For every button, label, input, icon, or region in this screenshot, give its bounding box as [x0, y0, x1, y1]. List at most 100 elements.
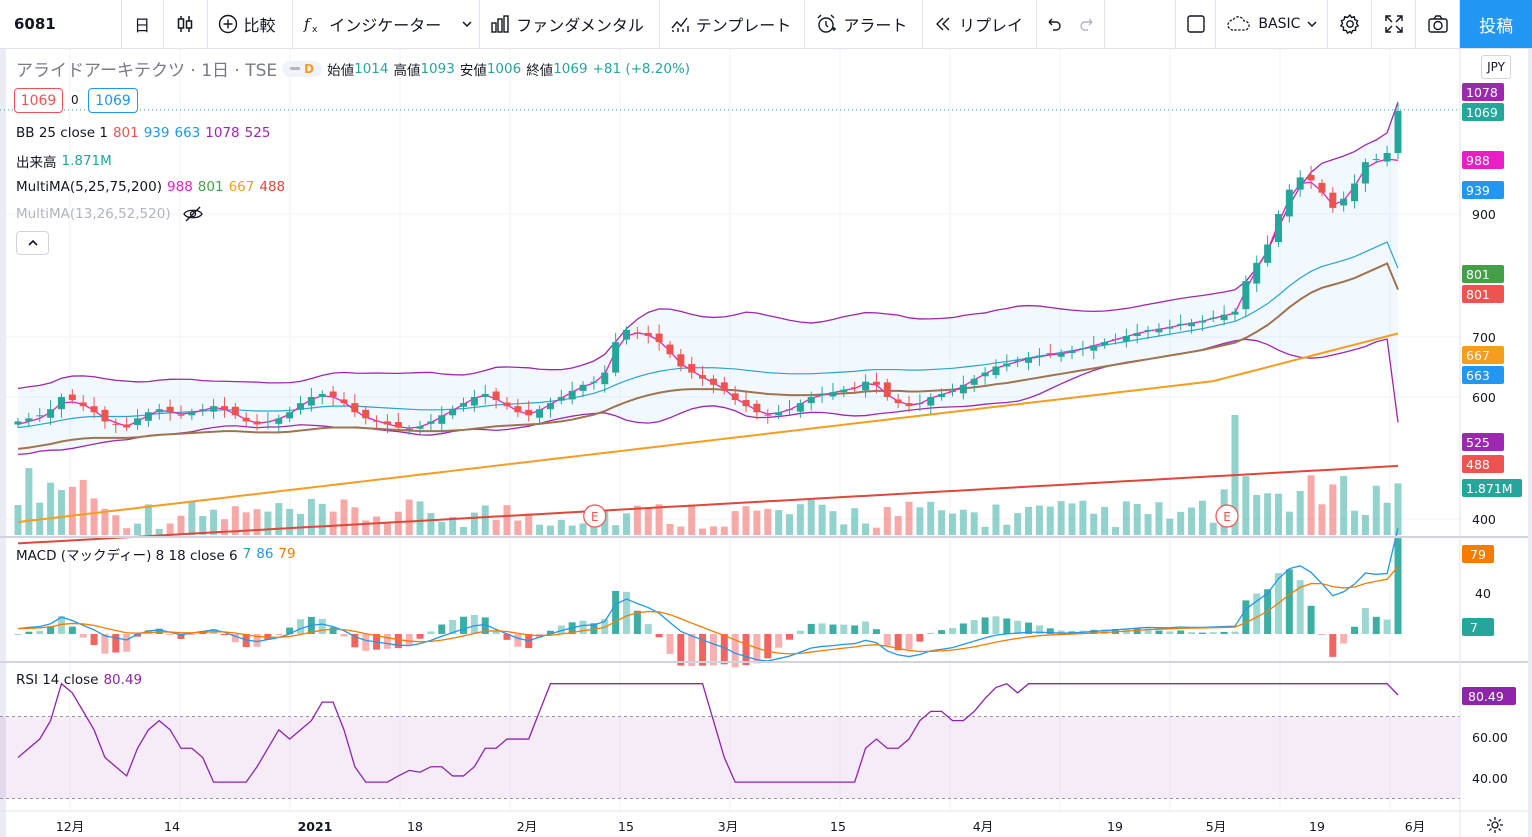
macd-histogram-bar — [818, 623, 826, 634]
candle-body — [1166, 326, 1174, 329]
candle-body — [481, 393, 489, 397]
symbol-search-button[interactable]: 6081 — [0, 0, 122, 48]
templates-button[interactable]: テンプレート — [660, 0, 806, 48]
snapshot-button[interactable] — [1416, 0, 1461, 48]
bb-value-1: 801 — [112, 125, 139, 141]
macd-histogram-bar — [1035, 625, 1043, 634]
replay-button[interactable]: リプレイ — [923, 0, 1037, 48]
candle-body — [1188, 322, 1196, 327]
alert-button[interactable]: アラート — [805, 0, 923, 48]
volume-bar — [1003, 524, 1011, 535]
gear-icon[interactable] — [1485, 815, 1505, 835]
fullscreen-button[interactable] — [1372, 0, 1417, 48]
candle-body — [1057, 353, 1065, 357]
volume-bar — [601, 511, 609, 535]
candle-body — [862, 381, 870, 391]
fullscreen-select-button[interactable] — [1176, 0, 1217, 48]
macd-histogram-bar — [177, 634, 185, 639]
bb-legend[interactable]: BB 25 close 1 801 939 663 1078 525 — [16, 125, 270, 141]
currency-button[interactable]: JPY — [1481, 55, 1511, 79]
macd-histogram-bar — [927, 632, 935, 634]
volume-bar — [1014, 513, 1022, 535]
layout-button[interactable]: BASIC — [1216, 0, 1329, 48]
candle-body — [938, 393, 946, 397]
multima2-legend[interactable]: MultiMA(13,26,52,520) — [16, 206, 204, 222]
candle-body — [101, 409, 109, 422]
volume-bar — [1264, 493, 1272, 535]
candle-body — [807, 397, 815, 404]
rsi-legend[interactable]: RSI 14 close 80.49 — [16, 672, 142, 688]
currency-label: JPY — [1487, 60, 1505, 74]
rsi-label-text: 80.49 — [1468, 689, 1504, 704]
macd-value-1: 7 — [242, 546, 252, 562]
volume-legend[interactable]: 出来高 1.871M — [16, 151, 112, 171]
interval-button[interactable]: 日 — [122, 0, 164, 48]
macd-histogram-bar — [546, 630, 554, 634]
volume-bar — [568, 525, 576, 535]
volume-bar — [709, 526, 717, 535]
macd-histogram-bar — [807, 623, 815, 634]
bollinger-band-fill — [18, 101, 1398, 455]
macd-histogram-bar — [785, 634, 793, 640]
candle-body — [427, 421, 435, 424]
candle-body — [883, 382, 891, 397]
publish-button[interactable]: 投稿 — [1460, 0, 1532, 48]
macd-histogram-bar — [1372, 616, 1380, 634]
volume-bar — [231, 506, 239, 535]
undo-button[interactable] — [1037, 0, 1071, 48]
candle-body — [492, 391, 500, 401]
macd-legend[interactable]: MACD (マックディー) 8 18 close 6 7 86 79 — [16, 544, 296, 564]
macd-histogram-bar — [134, 634, 142, 637]
candle-body — [155, 409, 163, 413]
macd-histogram-bar — [1351, 626, 1359, 634]
sell-price-badge[interactable]: 1069 — [14, 88, 63, 113]
volume-bar — [90, 498, 98, 535]
svg-text:f: f — [303, 15, 312, 33]
settings-button[interactable] — [1328, 0, 1373, 48]
ma200-line — [17, 464, 1399, 545]
chart-style-button[interactable] — [164, 0, 208, 48]
candle-body — [546, 403, 554, 410]
candle-body — [992, 366, 1000, 376]
candle-body — [775, 412, 783, 416]
macd-histogram-bar — [1198, 632, 1206, 634]
candle-body — [1329, 192, 1337, 208]
ohlc-close-label: 終値 — [526, 62, 554, 79]
candle-body — [916, 403, 924, 405]
collapse-legend-button[interactable] — [16, 231, 49, 255]
volume-bar — [340, 499, 348, 535]
compare-button[interactable]: 比較 — [208, 0, 294, 48]
time-tick-label: 2021 — [298, 819, 333, 834]
bb-value-2: 939 — [143, 125, 170, 141]
candle-body — [948, 390, 956, 392]
ohlc-open: 1014 — [354, 60, 389, 77]
fundamentals-button[interactable]: ファンダメンタル — [480, 0, 660, 48]
market-status-pill[interactable]: D — [282, 60, 323, 77]
buy-price-badge[interactable]: 1069 — [88, 88, 138, 113]
price-axis[interactable]: 900 700 600 400 40 60.00 40.00 — [1472, 207, 1508, 786]
volume-bars — [14, 415, 1402, 535]
candle-body — [1351, 183, 1359, 202]
eye-off-icon[interactable] — [182, 206, 204, 222]
volume-bar — [970, 512, 978, 535]
time-axis[interactable]: 12月 14 2021 18 2月 15 3月 15 4月 19 5月 19 6月 — [56, 819, 1425, 834]
candle-body — [286, 412, 294, 419]
candle-body — [134, 418, 142, 426]
candle-body — [633, 332, 641, 334]
volume-bar — [68, 486, 76, 535]
candle-body — [1079, 348, 1087, 350]
macd-histogram-bar — [1046, 628, 1054, 634]
redo-button[interactable] — [1071, 0, 1105, 48]
macd-histogram-bar — [1188, 632, 1196, 634]
macd-histogram-bar — [1057, 630, 1065, 634]
volume-bar — [796, 504, 804, 535]
candle-body — [579, 384, 587, 391]
candle-body — [720, 382, 728, 391]
time-tick-label: 14 — [164, 819, 180, 834]
left-edge — [0, 49, 6, 837]
bb-upper-line — [17, 101, 1399, 390]
multima-legend[interactable]: MultiMA(5,25,75,200) 988 801 667 488 — [16, 179, 285, 195]
candle-body — [1242, 281, 1250, 310]
